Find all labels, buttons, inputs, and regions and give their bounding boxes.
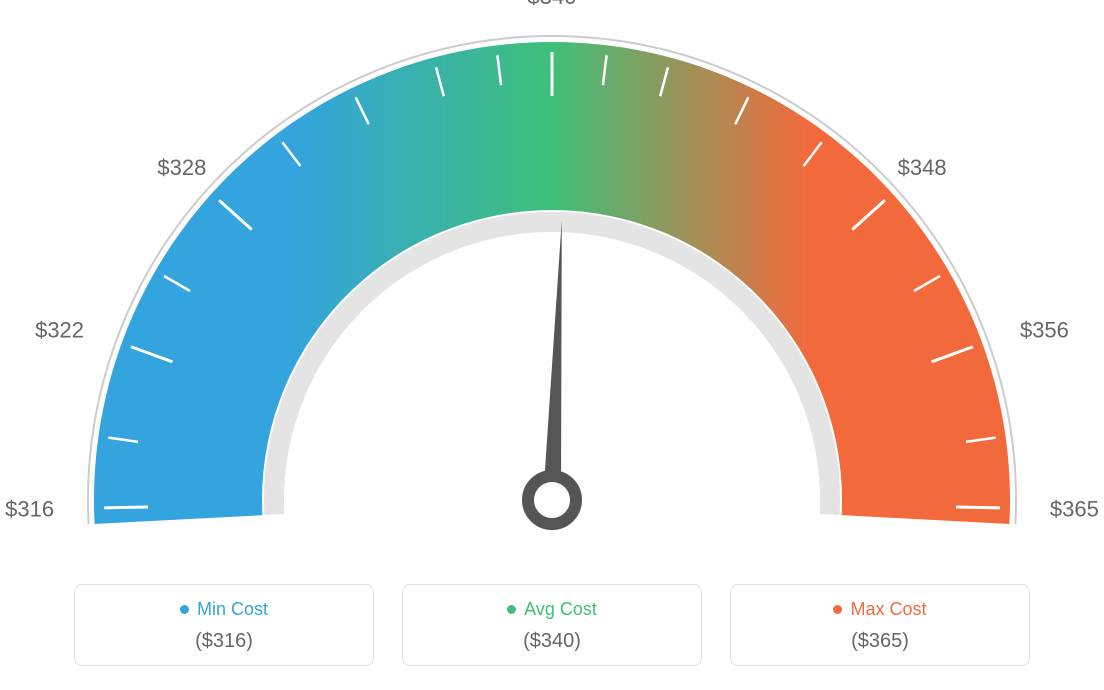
- legend-dot-max: [833, 605, 842, 614]
- gauge-chart: $316 $322 $328 $340 $348 $356 $365: [0, 0, 1104, 560]
- svg-text:$316: $316: [5, 497, 54, 522]
- svg-text:$328: $328: [157, 155, 206, 180]
- legend-row: Min Cost ($316) Avg Cost ($340) Max Cost…: [0, 584, 1104, 666]
- svg-text:$348: $348: [898, 155, 947, 180]
- legend-label-avg: Avg Cost: [507, 599, 597, 620]
- svg-text:$356: $356: [1020, 318, 1069, 343]
- legend-value-max: ($365): [731, 630, 1029, 653]
- legend-text-max: Max Cost: [850, 599, 926, 620]
- legend-card-max: Max Cost ($365): [730, 584, 1030, 666]
- legend-label-max: Max Cost: [833, 599, 926, 620]
- svg-text:$365: $365: [1050, 497, 1099, 522]
- legend-value-min: ($316): [75, 630, 373, 653]
- svg-text:$322: $322: [35, 318, 84, 343]
- legend-value-avg: ($340): [403, 630, 701, 653]
- legend-text-min: Min Cost: [197, 599, 268, 620]
- legend-dot-min: [180, 605, 189, 614]
- svg-text:$340: $340: [528, 0, 577, 9]
- legend-card-avg: Avg Cost ($340): [402, 584, 702, 666]
- legend-text-avg: Avg Cost: [524, 599, 597, 620]
- legend-dot-avg: [507, 605, 516, 614]
- legend-label-min: Min Cost: [180, 599, 268, 620]
- legend-card-min: Min Cost ($316): [74, 584, 374, 666]
- gauge-svg: $316 $322 $328 $340 $348 $356 $365: [0, 0, 1104, 560]
